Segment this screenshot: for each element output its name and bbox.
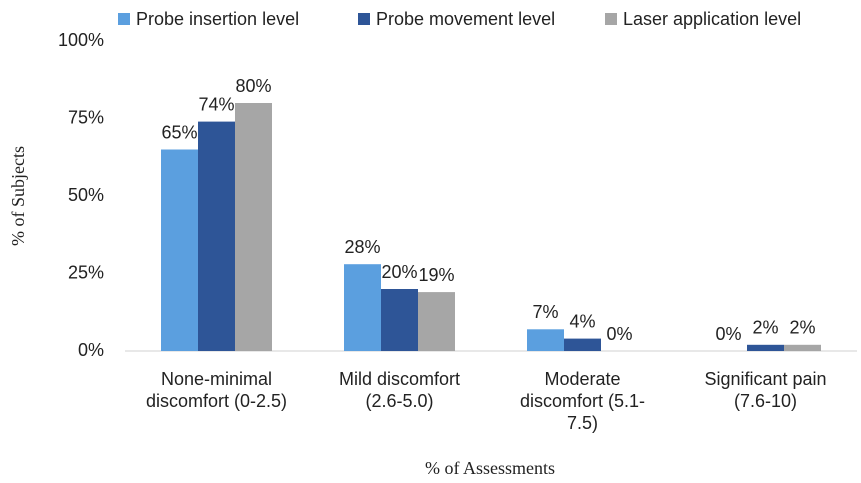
y-tick-label: 50%	[68, 185, 104, 205]
x-tick-label: None-minimal discomfort (0-2.5)	[145, 369, 288, 411]
bar	[381, 289, 418, 351]
y-tick-label: 100%	[58, 30, 104, 50]
data-label: 7%	[532, 302, 558, 322]
legend-swatch	[118, 13, 130, 25]
data-label: 65%	[161, 122, 197, 142]
legend-label: Probe insertion level	[136, 9, 299, 29]
bar	[564, 338, 601, 351]
y-axis-label: % of Subjects	[8, 146, 28, 246]
y-tick-label: 0%	[78, 340, 104, 360]
y-tick-label: 75%	[68, 107, 104, 127]
bar	[235, 103, 272, 351]
data-label: 80%	[235, 76, 271, 96]
x-axis-label: % of Assessments	[425, 458, 555, 478]
data-label: 0%	[715, 324, 741, 344]
bar	[418, 292, 455, 351]
legend-label: Probe movement level	[376, 9, 555, 29]
x-tick-label: Significant pain (7.6-10)	[704, 369, 827, 411]
data-label: 74%	[198, 94, 234, 114]
bar	[784, 344, 821, 351]
x-tick-label: Mild discomfort (2.6-5.0)	[338, 369, 461, 411]
bar	[747, 344, 784, 351]
data-label: 0%	[606, 324, 632, 344]
data-label: 2%	[752, 318, 778, 338]
x-tick-label: Moderate discomfort (5.1- 7.5)	[519, 369, 646, 433]
data-label: 2%	[789, 318, 815, 338]
legend-label: Laser application level	[623, 9, 801, 29]
data-label: 19%	[418, 265, 454, 285]
legend-swatch	[605, 13, 617, 25]
legend-swatch	[358, 13, 370, 25]
data-label: 20%	[381, 262, 417, 282]
data-label: 28%	[344, 237, 380, 257]
y-tick-label: 25%	[68, 262, 104, 282]
bar	[344, 264, 381, 351]
bar	[198, 121, 235, 351]
data-label: 4%	[569, 311, 595, 331]
bar	[161, 149, 198, 351]
bar	[527, 329, 564, 351]
